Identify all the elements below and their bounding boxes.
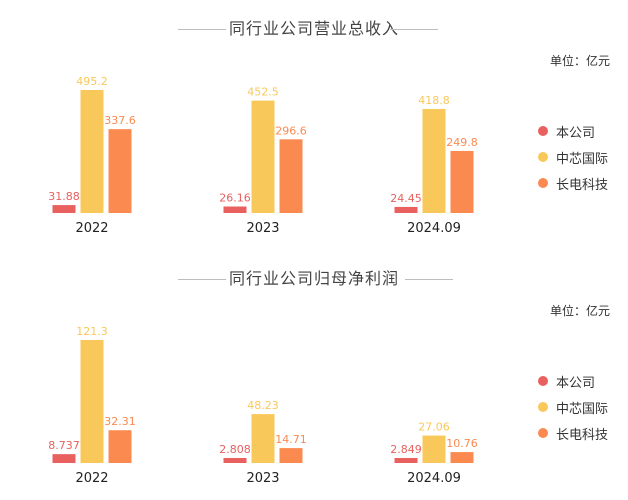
legend-label: 本公司 bbox=[556, 125, 596, 141]
legend-item-jcet: 长电科技 bbox=[538, 170, 608, 196]
legend: 本公司 中芯国际 长电科技 bbox=[538, 118, 608, 196]
bar-smic-2022 bbox=[80, 90, 104, 213]
bar-smic-2022 bbox=[80, 340, 104, 463]
category-label-2022: 2022 bbox=[75, 221, 108, 236]
legend-swatch-company bbox=[538, 126, 548, 136]
data-label-smic-2022: 121.3 bbox=[76, 325, 108, 338]
legend-label: 长电科技 bbox=[556, 427, 609, 443]
legend-label: 中芯国际 bbox=[556, 401, 609, 417]
title-rule-left bbox=[178, 29, 226, 30]
bar-smic-2023 bbox=[251, 100, 275, 213]
net-profit-chart-panel: 同行业公司归母净利润 单位：亿元 8.737 121.3 32.31 2022 2.80… bbox=[0, 250, 628, 500]
legend-label: 本公司 bbox=[556, 375, 596, 391]
bar-company-2022 bbox=[52, 454, 76, 463]
legend-item-jcet: 长电科技 bbox=[538, 420, 608, 446]
bar-jcet-2024.09 bbox=[450, 452, 474, 463]
bar-company-2024.09 bbox=[394, 458, 418, 463]
revenue-chart-panel: 同行业公司营业总收入 单位：亿元 31.88 495.2 337.6 2022 26.1… bbox=[0, 16, 628, 236]
data-label-jcet-2022: 32.31 bbox=[104, 415, 136, 428]
data-label-company-2024.09: 24.45 bbox=[390, 192, 422, 205]
net-profit-bar-chart: 8.737 121.3 32.31 2022 2.808 48.23 14.71 2023 2.… bbox=[48, 325, 478, 486]
bar-jcet-2024.09 bbox=[450, 150, 474, 213]
category-label-2023: 2023 bbox=[246, 471, 279, 486]
title-rule-right bbox=[390, 29, 438, 30]
category-label-2022: 2022 bbox=[75, 471, 108, 486]
bar-jcet-2023 bbox=[279, 448, 303, 463]
data-label-smic-2022: 495.2 bbox=[76, 75, 108, 88]
bar-smic-2024.09 bbox=[422, 435, 446, 463]
legend-item-company: 本公司 bbox=[538, 368, 608, 394]
legend-item-smic: 中芯国际 bbox=[538, 394, 608, 420]
revenue-bar-chart: 31.88 495.2 337.6 2022 26.16 452.5 296.6 2023 24… bbox=[48, 75, 478, 236]
legend-item-company: 本公司 bbox=[538, 118, 608, 144]
data-label-jcet-2024.09: 10.76 bbox=[446, 437, 478, 450]
chart-title: 同行业公司营业总收入 bbox=[228, 19, 399, 38]
title-rule-left bbox=[178, 279, 226, 280]
bar-company-2023 bbox=[223, 206, 247, 213]
data-label-jcet-2022: 337.6 bbox=[104, 114, 136, 127]
data-label-smic-2024.09: 27.06 bbox=[418, 421, 450, 434]
bar-smic-2023 bbox=[251, 414, 275, 463]
bar-jcet-2022 bbox=[108, 129, 132, 213]
category-label-2024.09: 2024.09 bbox=[407, 471, 461, 486]
legend-label: 中芯国际 bbox=[556, 151, 609, 167]
data-label-smic-2023: 48.23 bbox=[247, 399, 279, 412]
data-label-jcet-2024.09: 249.8 bbox=[446, 136, 478, 149]
data-label-company-2022: 8.737 bbox=[48, 439, 80, 452]
data-label-jcet-2023: 14.71 bbox=[275, 433, 307, 446]
legend-label: 长电科技 bbox=[556, 177, 609, 193]
legend-swatch-smic bbox=[538, 152, 548, 162]
data-label-company-2022: 31.88 bbox=[48, 190, 80, 203]
legend-swatch-jcet bbox=[538, 428, 548, 438]
chart-title-wrap: 同行业公司归母净利润 bbox=[0, 266, 628, 292]
title-rule-right bbox=[405, 279, 453, 280]
data-label-jcet-2023: 296.6 bbox=[275, 124, 307, 137]
bar-company-2023 bbox=[223, 458, 247, 463]
unit-label: 单位：亿元 bbox=[549, 54, 610, 68]
legend: 本公司 中芯国际 长电科技 bbox=[538, 368, 608, 446]
data-label-company-2023: 2.808 bbox=[219, 443, 251, 456]
chart-title: 同行业公司归母净利润 bbox=[228, 269, 399, 288]
legend-swatch-jcet bbox=[538, 178, 548, 188]
category-label-2023: 2023 bbox=[246, 221, 279, 236]
bar-jcet-2023 bbox=[279, 139, 303, 213]
bar-company-2024.09 bbox=[394, 206, 418, 213]
data-label-smic-2023: 452.5 bbox=[247, 86, 279, 99]
chart-title-wrap: 同行业公司营业总收入 bbox=[0, 16, 628, 42]
category-label-2024.09: 2024.09 bbox=[407, 221, 461, 236]
bar-jcet-2022 bbox=[108, 430, 132, 463]
unit-label: 单位：亿元 bbox=[549, 304, 610, 318]
legend-swatch-company bbox=[538, 376, 548, 386]
legend-swatch-smic bbox=[538, 402, 548, 412]
bar-company-2022 bbox=[52, 205, 76, 213]
bar-smic-2024.09 bbox=[422, 108, 446, 213]
legend-item-smic: 中芯国际 bbox=[538, 144, 608, 170]
data-label-company-2023: 26.16 bbox=[219, 192, 251, 205]
data-label-smic-2024.09: 418.8 bbox=[418, 94, 450, 107]
data-label-company-2024.09: 2.849 bbox=[390, 443, 422, 456]
